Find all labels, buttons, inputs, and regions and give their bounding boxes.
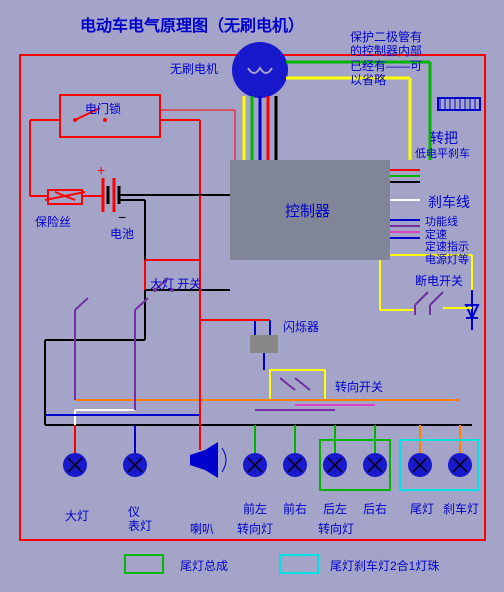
tail-combo-label: 尾灯刹车灯2合1灯珠: [330, 557, 439, 574]
turn-light-r-label: 转向灯: [318, 520, 354, 537]
turn-switch-label: 转向开关: [335, 378, 383, 395]
flasher-label: 闪烁器: [283, 318, 319, 335]
meter-light-label: 仪表灯: [128, 505, 152, 534]
rear-left-label: 后左: [323, 500, 347, 517]
motor-label: 无刷电机: [170, 60, 218, 77]
rear-right-label: 后右: [363, 500, 387, 517]
title: 电动车电气原理图（无刷电机）: [80, 12, 304, 36]
tail-assembly-label: 尾灯总成: [180, 557, 228, 574]
fuse-label: 保险丝: [35, 213, 71, 230]
svg-text:−: −: [118, 209, 126, 225]
key-lock-label: 电门锁: [85, 100, 121, 117]
turn-light-l-label: 转向灯: [237, 520, 273, 537]
func-lines-label: 功能线定速定速指示电源灯等: [425, 216, 469, 267]
tail-label: 尾灯: [410, 500, 434, 517]
brake-light-label: 刹车灯: [443, 500, 479, 517]
battery-label: 电池: [110, 225, 134, 242]
svg-text:+: +: [97, 162, 105, 178]
brake-low-label: 低电平刹车: [415, 145, 470, 161]
light-switch-label: 大灯 开关: [150, 275, 201, 292]
front-left-label: 前左: [243, 500, 267, 517]
controller-label: 控制器: [285, 200, 330, 221]
brake-line-label: 刹车线: [428, 192, 470, 212]
headlight-label: 大灯: [65, 507, 89, 524]
diode-note: 保护二极管有的控制器内部已经有——可以省略: [350, 30, 422, 88]
horn-label: 喇叭: [190, 520, 214, 537]
power-switch-label: 断电开关: [415, 272, 463, 289]
front-right-label: 前右: [283, 500, 307, 517]
